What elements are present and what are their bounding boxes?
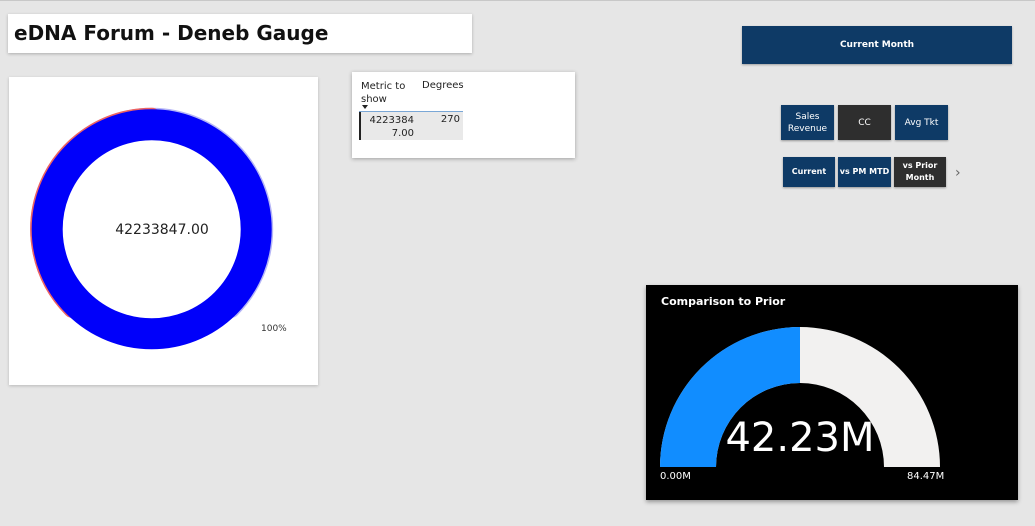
column-header-metric[interactable]: Metric to show bbox=[361, 81, 406, 105]
table-row[interactable] bbox=[359, 112, 463, 140]
comparison-title: Comparison to Prior bbox=[661, 295, 786, 308]
row-selection-indicator bbox=[359, 112, 361, 140]
comparison-gauge-svg bbox=[660, 327, 940, 467]
current-button[interactable]: Current bbox=[783, 157, 835, 187]
avg-tkt-button[interactable]: Avg Tkt bbox=[895, 105, 948, 140]
sort-descending-icon[interactable] bbox=[362, 105, 368, 109]
gauge-center-value: 42233847.00 bbox=[115, 222, 209, 238]
vs-prior-month-button[interactable]: vs Prior Month bbox=[894, 157, 946, 187]
deneb-gauge-svg: 42233847.00 100% bbox=[30, 107, 287, 350]
table-cell-degrees: 270 bbox=[440, 114, 460, 125]
gauge-inner-ring bbox=[31, 109, 272, 350]
column-header-degrees[interactable]: Degrees bbox=[422, 80, 464, 91]
deneb-gauge-visual[interactable]: 42233847.00 100% bbox=[9, 77, 318, 385]
current-month-button[interactable]: Current Month bbox=[742, 26, 1012, 64]
gauge-end-label: 100% bbox=[261, 324, 287, 334]
table-cell-metric: 42233847.00 bbox=[369, 115, 414, 139]
gauge-min-label: 0.00M bbox=[660, 471, 691, 482]
report-title: eDNA Forum - Deneb Gauge bbox=[14, 21, 329, 45]
gauge-max-label: 84.47M bbox=[907, 471, 945, 482]
chevron-right-icon[interactable]: › bbox=[955, 165, 961, 181]
sales-revenue-button[interactable]: Sales Revenue bbox=[781, 105, 834, 140]
top-border bbox=[0, 0, 1035, 1]
comparison-gauge-card[interactable]: Comparison to Prior 42.23M 0.00M 84.47M bbox=[646, 285, 1018, 500]
report-title-box: eDNA Forum - Deneb Gauge bbox=[8, 14, 472, 53]
metric-table[interactable]: Metric to show Degrees 42233847.00 270 bbox=[352, 72, 575, 158]
vs-pm-mtd-button[interactable]: vs PM MTD bbox=[838, 157, 891, 187]
gauge-fill bbox=[660, 327, 800, 467]
comparison-value: 42.23M bbox=[725, 415, 875, 461]
header-divider bbox=[359, 111, 463, 112]
cc-button[interactable]: CC bbox=[838, 105, 891, 140]
